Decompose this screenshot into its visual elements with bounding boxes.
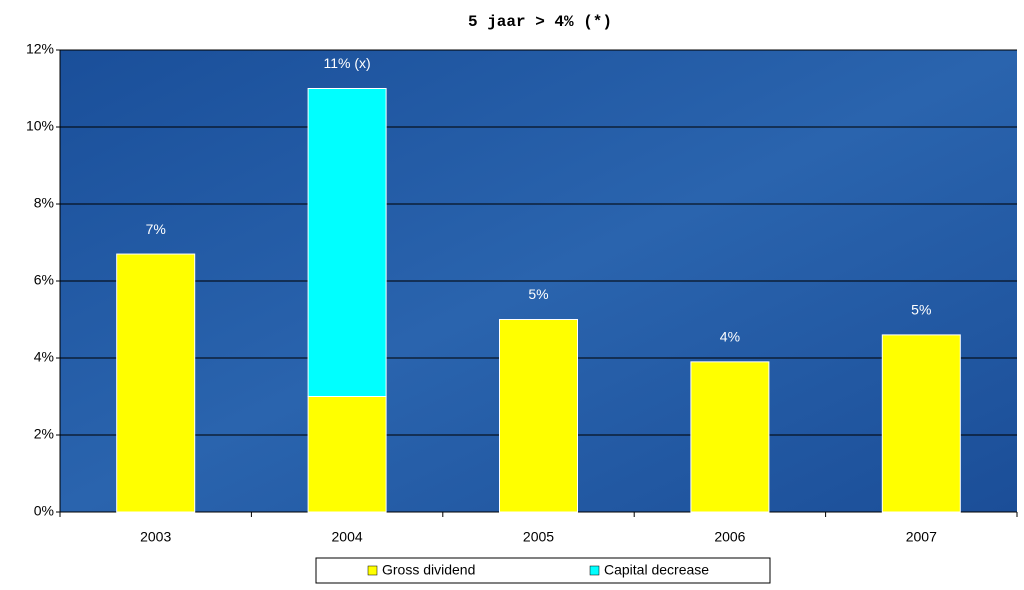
x-tick-label: 2003 (140, 529, 171, 545)
bar-segment (116, 253, 196, 513)
y-tick-label: 0% (34, 503, 54, 519)
bar-segment (307, 88, 387, 397)
y-tick-label: 6% (34, 272, 54, 288)
y-tick-label: 10% (26, 118, 54, 134)
y-tick-label: 8% (34, 195, 54, 211)
total-label: 4% (720, 329, 740, 345)
total-label: 5% (528, 286, 548, 302)
chart-title: 5 jaar > 4% (*) (468, 13, 612, 31)
x-tick-label: 2004 (332, 529, 363, 545)
y-tick-label: 2% (34, 426, 54, 442)
bar-segment (499, 319, 578, 513)
legend-swatch (367, 565, 378, 576)
bar-segment (690, 361, 770, 513)
legend-label: Gross dividend (382, 562, 475, 578)
total-label: 11% (x) (323, 55, 370, 71)
x-tick-label: 2006 (714, 529, 745, 545)
legend-swatch (589, 565, 600, 576)
total-label: 7% (146, 221, 166, 237)
bar-segment (307, 396, 387, 513)
x-tick-label: 2007 (906, 529, 937, 545)
total-label: 5% (911, 302, 931, 318)
x-tick-label: 2005 (523, 529, 554, 545)
y-tick-label: 4% (34, 349, 54, 365)
bar-segment (881, 334, 961, 513)
legend-label: Capital decrease (604, 562, 709, 578)
y-tick-label: 12% (26, 41, 54, 57)
legend (315, 557, 771, 584)
